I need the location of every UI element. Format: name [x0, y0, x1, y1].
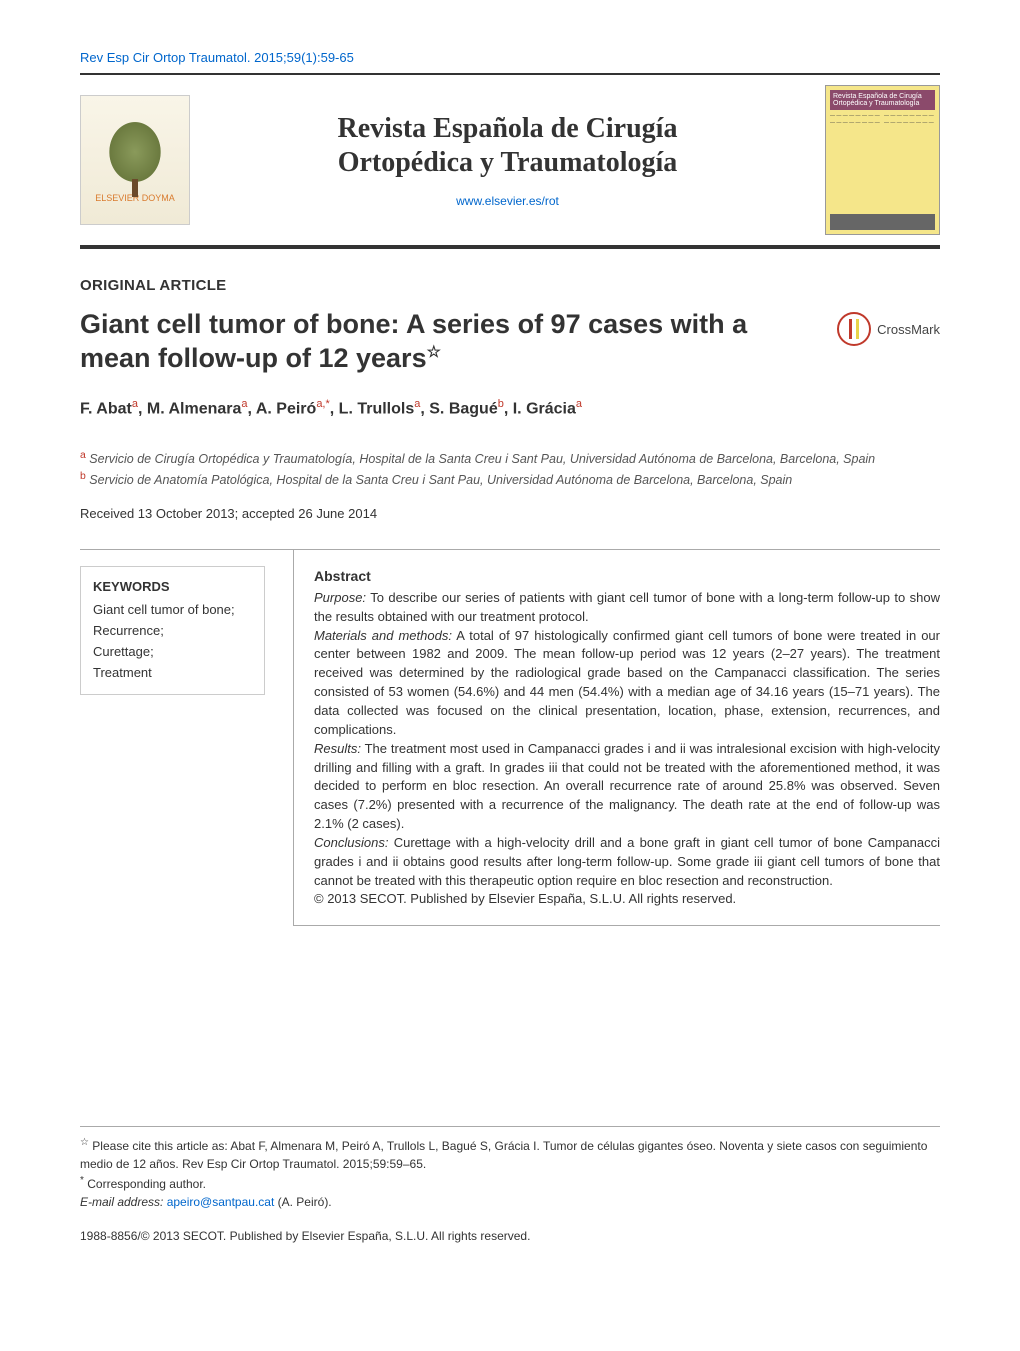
- article-title-text: Giant cell tumor of bone: A series of 97…: [80, 309, 747, 373]
- footnote-citation: ☆ Please cite this article as: Abat F, A…: [80, 1135, 940, 1173]
- title-footnote-star: ☆: [427, 344, 441, 361]
- journal-reference: Rev Esp Cir Ortop Traumatol. 2015;59(1):…: [80, 50, 940, 65]
- keywords-box: KEYWORDS Giant cell tumor of bone; Recur…: [80, 566, 265, 695]
- journal-url[interactable]: www.elsevier.es/rot: [210, 194, 805, 208]
- abstract-results: Results: The treatment most used in Camp…: [314, 740, 940, 834]
- keyword-item: Giant cell tumor of bone;: [93, 600, 252, 621]
- abstract-copyright: © 2013 SECOT. Published by Elsevier Espa…: [314, 890, 940, 909]
- crossmark-label: CrossMark: [877, 322, 940, 337]
- article-dates: Received 13 October 2013; accepted 26 Ju…: [80, 506, 940, 521]
- journal-title-line1: Revista Española de Cirugía: [210, 112, 805, 146]
- keyword-item: Treatment: [93, 663, 252, 684]
- journal-cover-thumbnail: Revista Española de Cirugía Ortopédica y…: [825, 85, 940, 235]
- abstract-column: Abstract Purpose: To describe our series…: [293, 550, 940, 927]
- journal-header: ELSEVIER DOYMA Revista Española de Cirug…: [80, 75, 940, 249]
- keyword-item: Recurrence;: [93, 621, 252, 642]
- abstract-methods: Materials and methods: A total of 97 his…: [314, 627, 940, 740]
- authors: F. Abata, M. Almenaraa, A. Peiróa,*, L. …: [80, 398, 940, 418]
- keyword-item: Curettage;: [93, 642, 252, 663]
- journal-title-block: Revista Española de Cirugía Ortopédica y…: [190, 112, 825, 207]
- affiliation-a: a Servicio de Cirugía Ortopédica y Traum…: [80, 448, 940, 469]
- affiliation-b: b Servicio de Anatomía Patológica, Hospi…: [80, 469, 940, 490]
- abstract-heading: Abstract: [314, 566, 940, 586]
- footnotes: ☆ Please cite this article as: Abat F, A…: [80, 1126, 940, 1211]
- article-title: Giant cell tumor of bone: A series of 97…: [80, 308, 817, 376]
- bottom-copyright: 1988-8856/© 2013 SECOT. Published by Els…: [80, 1229, 940, 1243]
- crossmark-icon: [837, 312, 871, 346]
- article-type: ORIGINAL ARTICLE: [80, 277, 940, 294]
- corresponding-email[interactable]: apeiro@santpau.cat: [167, 1195, 275, 1209]
- footnote-corresponding: * Corresponding author.: [80, 1173, 940, 1193]
- abstract-block: KEYWORDS Giant cell tumor of bone; Recur…: [80, 549, 940, 927]
- publisher-logo: ELSEVIER DOYMA: [80, 95, 190, 225]
- crossmark-badge[interactable]: CrossMark: [837, 312, 940, 346]
- abstract-conclusions: Conclusions: Curettage with a high-veloc…: [314, 834, 940, 891]
- cover-thumb-title: Revista Española de Cirugía Ortopédica y…: [830, 90, 935, 110]
- keywords-column: KEYWORDS Giant cell tumor of bone; Recur…: [80, 550, 265, 927]
- footnote-email: E-mail address: apeiro@santpau.cat (A. P…: [80, 1193, 940, 1211]
- affiliations: a Servicio de Cirugía Ortopédica y Traum…: [80, 448, 940, 490]
- keywords-heading: KEYWORDS: [93, 577, 252, 598]
- abstract-purpose: Purpose: To describe our series of patie…: [314, 589, 940, 627]
- journal-title-line2: Ortopédica y Traumatología: [210, 146, 805, 180]
- elsevier-tree-icon: [105, 117, 165, 187]
